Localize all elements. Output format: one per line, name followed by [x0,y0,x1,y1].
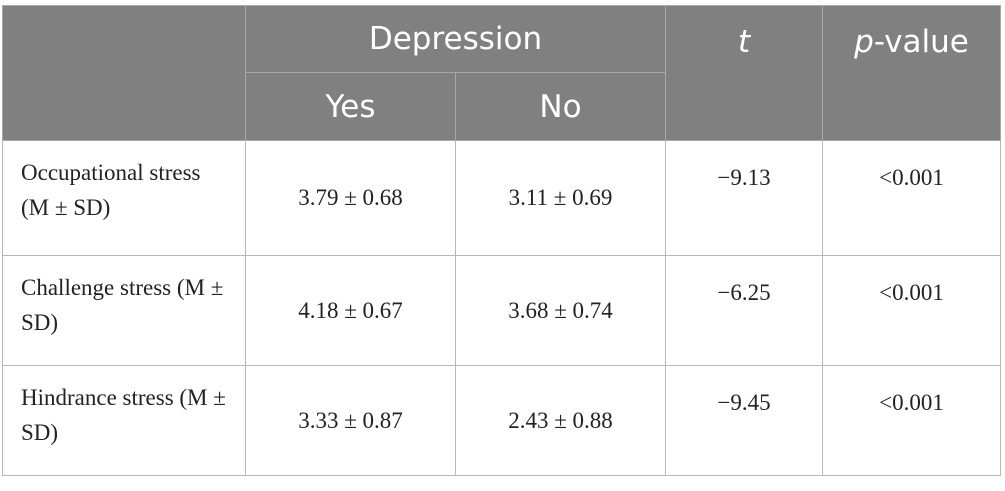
header-text: Depression [368,21,543,57]
row-label: Occupational stress (M ± SD) [2,140,246,256]
header-text: -value [873,24,969,60]
body-row: Challenge stress (M ± SD) 4.18 ± 0.67 3.68… [2,255,1002,366]
cell: 3.11 ± 0.69 [454,140,667,256]
cell: 3.79 ± 0.68 [245,140,456,256]
header-no: No [454,72,667,141]
header-text: t [737,24,751,60]
cell: 4.18 ± 0.67 [245,255,456,366]
header-yes: Yes [245,72,456,141]
cell: −6.25 [665,255,824,366]
cell: 3.68 ± 0.74 [454,255,667,366]
row-label: Hindrance stress (M ± SD) [2,365,246,476]
body-row: Occupational stress (M ± SD) 3.79 ± 0.68 3… [2,140,1002,256]
cell: <0.001 [822,140,1002,256]
cell: <0.001 [822,365,1002,476]
cell: 3.33 ± 0.87 [245,365,456,476]
header-text: p [854,24,874,60]
cell: −9.45 [665,365,824,476]
body-row: Hindrance stress (M ± SD) 3.33 ± 0.87 2.43… [2,365,1002,476]
cell: <0.001 [822,255,1002,366]
results-table: Depression t p-value Yes No Occupational… [2,5,1002,476]
header-empty [2,5,246,141]
header-p: p-value [822,5,1002,141]
header-t: t [665,5,824,141]
header-row: Depression t p-value [2,5,1002,141]
row-label: Challenge stress (M ± SD) [2,255,246,366]
header-text: No [539,88,582,125]
cell: −9.13 [665,140,824,256]
header-group: Depression [244,5,667,73]
cell: 2.43 ± 0.88 [454,365,667,476]
header-text: Yes [325,88,376,125]
header-row: Yes No [3,72,1001,141]
